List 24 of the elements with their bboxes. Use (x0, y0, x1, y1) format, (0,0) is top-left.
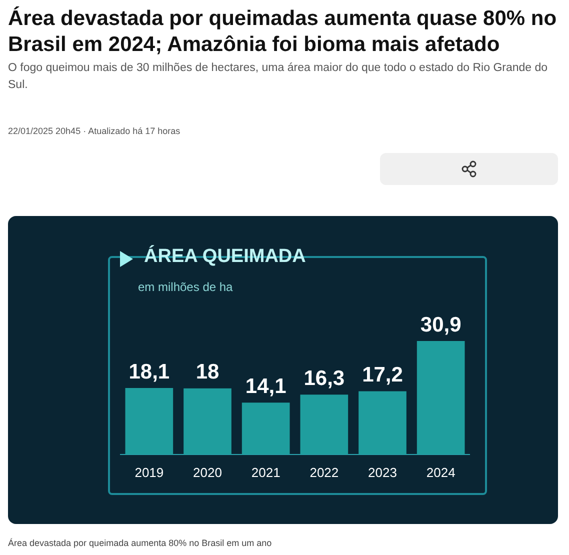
data-label: 17,2 (362, 364, 403, 387)
data-label: 14,1 (245, 374, 287, 398)
x-tick-label: 2024 (426, 464, 456, 480)
x-tick-label: 2022 (310, 464, 339, 480)
x-tick-label: 2023 (368, 464, 397, 480)
bar (300, 394, 348, 454)
text: Área devastada por queimada aumenta 80% no Brasil em um ano (8, 538, 272, 548)
bar (125, 388, 174, 454)
text: 22/01/2025 20h45 · Atualizado há 17 horas (8, 126, 180, 136)
bar (184, 388, 232, 454)
bar (416, 341, 465, 454)
data-label: 18 (196, 360, 220, 384)
bar (358, 391, 406, 454)
x-tick-label: 2019 (134, 464, 164, 480)
bar (242, 402, 290, 454)
y-axis-title: em milhões de ha (138, 280, 233, 294)
chart-title: Área devastada por queimadas aumenta quase 80% no Brasil em 2024; Amazônia foi bioma mais afetado (8, 6, 558, 58)
data-label: 30,9 (420, 313, 462, 336)
data-label: 16,3 (304, 366, 345, 390)
x-tick-label: 2020 (193, 464, 222, 480)
chart-subtitle: O fogo queimou mais de 30 milhões de hectares, uma área maior do que todo o estado do Rio Grande do Sul. (8, 61, 549, 93)
text: ÁREA QUEIMADA (144, 246, 306, 268)
x-tick-label: 2021 (251, 464, 280, 480)
data-label: 18,1 (128, 360, 170, 384)
